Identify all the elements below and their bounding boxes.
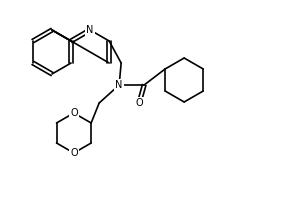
Text: N: N xyxy=(116,80,123,90)
Text: N: N xyxy=(86,25,94,35)
Text: O: O xyxy=(70,148,78,158)
Text: O: O xyxy=(135,98,143,108)
Text: O: O xyxy=(70,108,78,118)
